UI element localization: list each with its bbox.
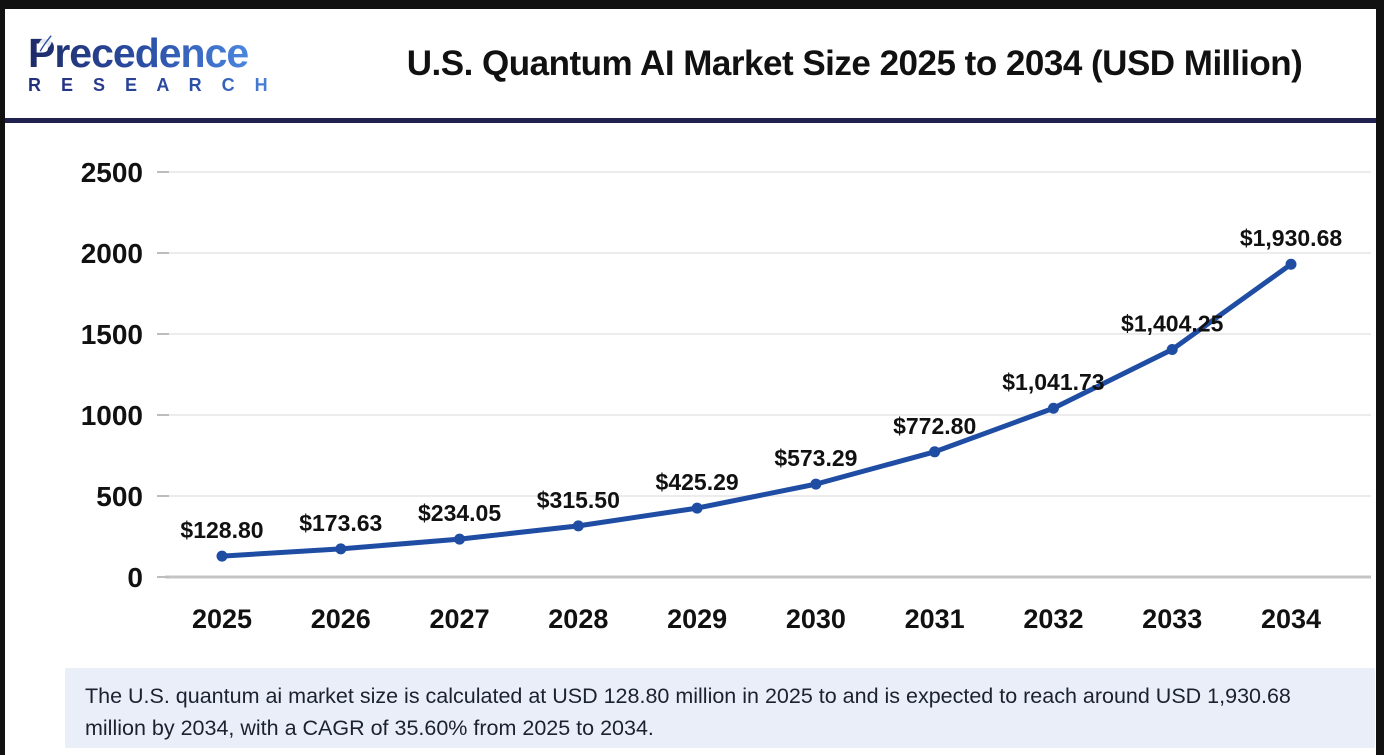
title-area: U.S. Quantum AI Market Size 2025 to 2034… — [278, 44, 1376, 84]
data-point-marker — [1166, 344, 1178, 356]
series-line — [219, 261, 1294, 559]
data-point-label: $573.29 — [774, 445, 857, 471]
y-axis-label: 2000 — [81, 238, 143, 269]
data-point-marker — [691, 502, 703, 514]
x-axis-label: 2028 — [548, 604, 608, 634]
x-axis-label: 2026 — [311, 604, 371, 634]
summary-note: The U.S. quantum ai market size is calcu… — [65, 668, 1375, 748]
x-axis-label: 2032 — [1023, 604, 1083, 634]
y-axis-label: 0 — [127, 562, 143, 593]
data-point-marker — [1047, 402, 1059, 414]
data-point-label: $772.80 — [893, 413, 976, 439]
y-axis-label: 1500 — [81, 319, 143, 350]
market-size-line-chart: 0 500 1000 1500 2000 2500 2025 2026 2027 2028 2029… — [5, 123, 1376, 663]
logo-subtitle: R E S E A R C H — [28, 74, 276, 95]
y-axis-label: 1000 — [81, 400, 143, 431]
data-point-label: $315.50 — [537, 487, 620, 513]
logo-wordmark: Precedence — [28, 29, 249, 76]
data-point-label: $1,930.68 — [1240, 225, 1343, 251]
data-point-label: $234.05 — [418, 500, 501, 526]
data-point-marker — [454, 533, 466, 545]
x-axis-label: 2025 — [192, 604, 252, 634]
data-point-marker — [1285, 258, 1297, 270]
data-point-label: $173.63 — [299, 510, 382, 536]
data-point-marker — [216, 550, 228, 562]
header-divider — [5, 118, 1376, 123]
data-point-label: $1,041.73 — [1002, 369, 1104, 395]
x-axis-label: 2030 — [786, 604, 846, 634]
page-title: U.S. Quantum AI Market Size 2025 to 2034… — [406, 43, 1303, 83]
x-axis-label: 2029 — [667, 604, 727, 634]
y-axis-label: 2500 — [81, 157, 143, 188]
data-point-label: $1,404.25 — [1121, 311, 1224, 337]
x-axis-label: 2034 — [1261, 604, 1321, 634]
data-point-marker — [572, 520, 584, 532]
x-axis-label: 2033 — [1142, 604, 1202, 634]
chart-canvas: 0 500 1000 1500 2000 2500 2025 2026 2027 2028 2029… — [81, 157, 1371, 634]
x-axis-label: 2031 — [905, 604, 965, 634]
header: Precedence R E S E A R C H U.S. Quantum … — [5, 9, 1376, 118]
data-point-marker — [929, 446, 941, 458]
precedence-research-logo: Precedence R E S E A R C H — [28, 29, 278, 95]
data-point-marker — [335, 543, 347, 555]
data-point-label: $425.29 — [656, 469, 739, 495]
data-point-label: $128.80 — [180, 517, 263, 543]
x-axis-label: 2027 — [430, 604, 490, 634]
y-axis-label: 500 — [96, 481, 143, 512]
data-point-marker — [810, 478, 822, 490]
